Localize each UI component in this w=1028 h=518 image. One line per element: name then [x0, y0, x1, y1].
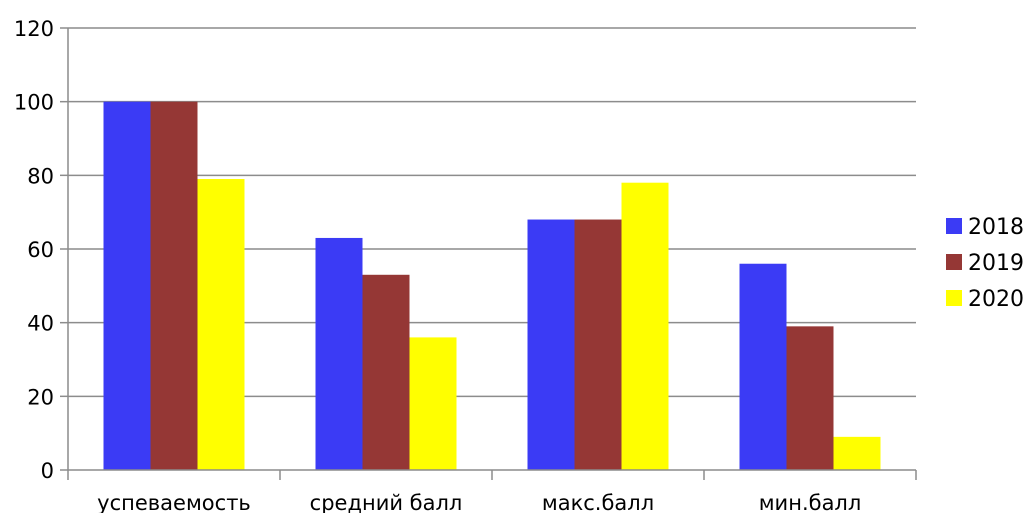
bar-2018: [315, 237, 363, 470]
bars: [103, 101, 881, 471]
bar-2020: [833, 436, 881, 470]
x-tick-label: средний балл: [310, 491, 463, 513]
bar-2019: [574, 219, 622, 470]
bar-2018: [527, 219, 575, 470]
bar-2019: [786, 326, 834, 470]
y-tick-label: 120: [14, 17, 54, 41]
x-tick-label: макс.балл: [542, 491, 654, 513]
legend-swatch-2020: [946, 290, 962, 306]
legend-label-2019: 2019: [968, 251, 1024, 276]
y-tick-label: 0: [41, 459, 54, 483]
legend-swatch-2019: [946, 254, 962, 270]
bar-2019: [362, 274, 410, 470]
legend-label-2020: 2020: [968, 287, 1024, 312]
y-tick-label: 40: [27, 312, 54, 336]
bar-2018: [739, 263, 787, 470]
y-tick-label: 20: [27, 385, 54, 409]
bar-2018: [103, 101, 151, 471]
y-tick-label: 60: [27, 238, 54, 262]
y-axis-ticks: 0 20 40 60 80 100 120: [14, 17, 54, 483]
bar-2019: [150, 101, 198, 471]
axes: [60, 27, 917, 480]
y-tick-label: 100: [14, 91, 54, 115]
legend-swatch-2018: [946, 218, 962, 234]
legend-label-2018: 2018: [968, 215, 1024, 240]
x-tick-label: успеваемость: [97, 491, 251, 513]
y-tick-label: 80: [27, 164, 54, 188]
bar-2020: [197, 179, 245, 470]
x-axis-ticks: успеваемость средний балл макс.балл мин.бал…: [97, 491, 862, 515]
legend: 2018 2019 2020: [946, 215, 1024, 312]
bar-2020: [621, 182, 669, 470]
x-tick-label: мин.балл: [759, 491, 862, 513]
bar-2020: [409, 337, 457, 470]
